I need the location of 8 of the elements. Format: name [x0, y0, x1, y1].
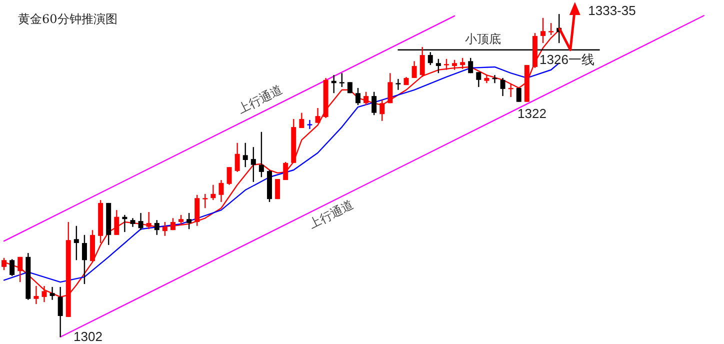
annotation: 1322	[518, 106, 546, 121]
annotation: 上行通道	[306, 197, 356, 232]
annotation: 1326一线	[540, 52, 594, 67]
annotation: 上行通道	[236, 82, 285, 116]
annotation: 小顶底	[465, 32, 501, 46]
annotation: 1302	[74, 329, 102, 344]
annotation: 1333-35	[588, 3, 636, 18]
chart-title: 黄金60分钟推演图	[18, 12, 118, 26]
